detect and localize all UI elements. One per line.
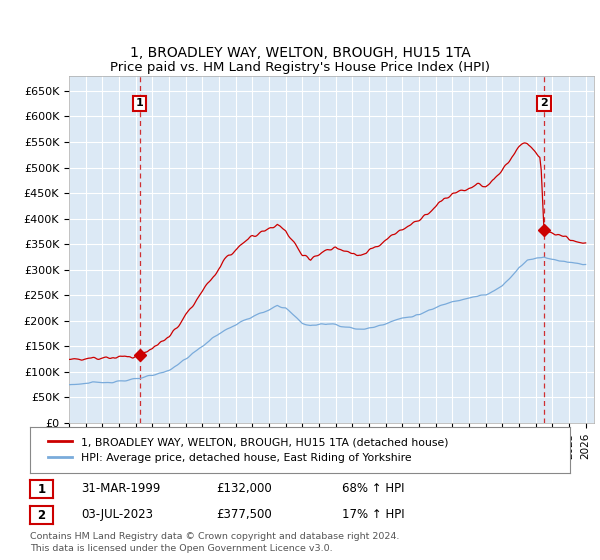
- Legend: 1, BROADLEY WAY, WELTON, BROUGH, HU15 1TA (detached house), HPI: Average price, : 1, BROADLEY WAY, WELTON, BROUGH, HU15 1T…: [41, 430, 456, 471]
- Text: 1, BROADLEY WAY, WELTON, BROUGH, HU15 1TA: 1, BROADLEY WAY, WELTON, BROUGH, HU15 1T…: [130, 46, 470, 60]
- Text: £377,500: £377,500: [216, 507, 272, 521]
- Text: 1: 1: [37, 483, 46, 496]
- Text: Price paid vs. HM Land Registry's House Price Index (HPI): Price paid vs. HM Land Registry's House …: [110, 60, 490, 74]
- Text: £132,000: £132,000: [216, 482, 272, 495]
- Text: 68% ↑ HPI: 68% ↑ HPI: [342, 482, 404, 495]
- Text: 2: 2: [540, 99, 548, 109]
- Text: 2: 2: [37, 508, 46, 522]
- Text: 17% ↑ HPI: 17% ↑ HPI: [342, 507, 404, 521]
- Text: 31-MAR-1999: 31-MAR-1999: [81, 482, 160, 495]
- Text: 03-JUL-2023: 03-JUL-2023: [81, 507, 153, 521]
- Text: 1: 1: [136, 99, 144, 109]
- Text: Contains HM Land Registry data © Crown copyright and database right 2024.
This d: Contains HM Land Registry data © Crown c…: [30, 532, 400, 553]
